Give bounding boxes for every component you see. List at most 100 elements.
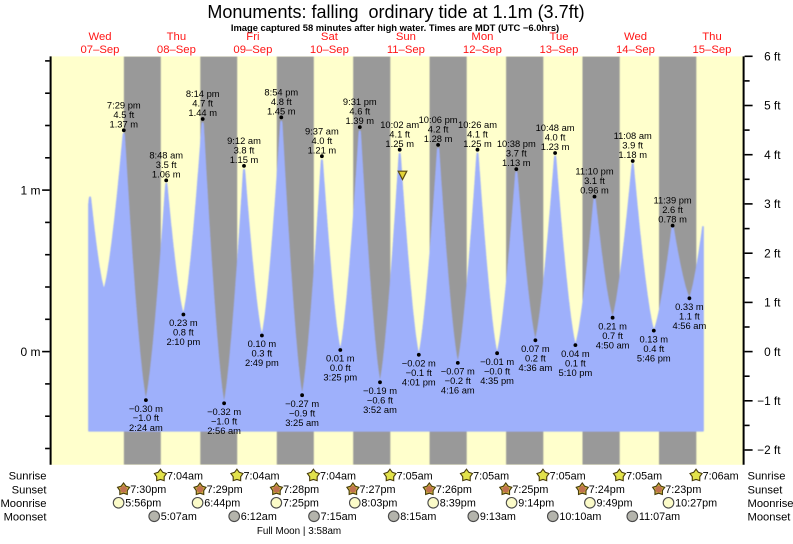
svg-text:3.7 ft: 3.7 ft <box>506 149 527 159</box>
svg-text:11:10 pm: 11:10 pm <box>575 167 613 177</box>
svg-text:10:10am: 10:10am <box>559 511 601 523</box>
svg-text:8:54 pm: 8:54 pm <box>264 88 298 98</box>
svg-text:−0.2 ft: −0.2 ft <box>445 376 472 386</box>
svg-text:10:26 am: 10:26 am <box>458 120 497 130</box>
svg-text:4.6 ft: 4.6 ft <box>349 107 370 117</box>
svg-text:7:27pm: 7:27pm <box>360 484 396 496</box>
svg-text:9:12 am: 9:12 am <box>227 136 261 146</box>
svg-text:13–Sep: 13–Sep <box>540 44 579 56</box>
svg-text:0 m: 0 m <box>20 345 40 359</box>
svg-text:9:31 pm: 9:31 pm <box>343 97 377 107</box>
svg-text:1.15 m: 1.15 m <box>230 155 259 165</box>
svg-text:0.78 m: 0.78 m <box>658 215 687 225</box>
svg-text:Sunset: Sunset <box>12 484 48 496</box>
svg-text:Thu: Thu <box>167 31 186 43</box>
svg-text:1.06 m: 1.06 m <box>152 170 181 180</box>
svg-text:4.0 ft: 4.0 ft <box>545 133 566 143</box>
svg-text:1.45 m: 1.45 m <box>267 107 296 117</box>
svg-text:0.2 ft: 0.2 ft <box>525 354 546 364</box>
svg-text:07–Sep: 07–Sep <box>81 44 120 56</box>
svg-text:4:35 pm: 4:35 pm <box>480 376 514 386</box>
svg-text:6 ft: 6 ft <box>764 50 781 64</box>
svg-text:8:14 pm: 8:14 pm <box>186 89 220 99</box>
svg-text:Moonset: Moonset <box>4 511 48 523</box>
svg-text:−0.6 ft: −0.6 ft <box>367 396 394 406</box>
svg-text:5 ft: 5 ft <box>764 99 781 113</box>
svg-text:0.04 m: 0.04 m <box>561 349 590 359</box>
svg-text:−0.01 m: −0.01 m <box>480 357 514 367</box>
svg-text:1.21 m: 1.21 m <box>308 145 337 155</box>
svg-text:0 ft: 0 ft <box>764 345 781 359</box>
svg-text:Wed: Wed <box>88 31 111 43</box>
svg-text:0.21 m: 0.21 m <box>598 321 627 331</box>
svg-text:3.8 ft: 3.8 ft <box>234 146 255 156</box>
svg-text:0.8 ft: 0.8 ft <box>173 328 194 338</box>
svg-text:4.8 ft: 4.8 ft <box>271 97 292 107</box>
svg-text:10:48 am: 10:48 am <box>536 123 575 133</box>
svg-text:−0.02 m: −0.02 m <box>402 359 436 369</box>
svg-text:8:15am: 8:15am <box>400 511 436 523</box>
svg-text:7:05am: 7:05am <box>397 470 433 482</box>
svg-text:4 ft: 4 ft <box>764 148 781 162</box>
svg-text:8:03pm: 8:03pm <box>361 498 397 510</box>
svg-text:4.5 ft: 4.5 ft <box>113 110 134 120</box>
svg-text:10:38 pm: 10:38 pm <box>497 139 536 149</box>
svg-text:14–Sep: 14–Sep <box>616 44 655 56</box>
svg-text:Fri: Fri <box>246 31 259 43</box>
svg-text:1 ft: 1 ft <box>764 296 781 310</box>
svg-text:7:26pm: 7:26pm <box>436 484 472 496</box>
svg-text:0.3 ft: 0.3 ft <box>252 349 273 359</box>
svg-text:11:08 am: 11:08 am <box>614 131 652 141</box>
svg-text:4:01 pm: 4:01 pm <box>402 378 436 388</box>
svg-text:Sunrise: Sunrise <box>748 471 786 483</box>
svg-text:Sat: Sat <box>321 31 339 43</box>
svg-text:−0.07 m: −0.07 m <box>441 367 475 377</box>
svg-text:11:39 pm: 11:39 pm <box>653 196 691 206</box>
svg-text:7:04am: 7:04am <box>167 470 203 482</box>
svg-text:Moonrise: Moonrise <box>748 498 793 510</box>
svg-text:2:10 pm: 2:10 pm <box>167 337 201 347</box>
svg-text:5:07am: 5:07am <box>161 511 197 523</box>
svg-text:3.1 ft: 3.1 ft <box>584 176 605 186</box>
svg-text:1.25 m: 1.25 m <box>463 139 492 149</box>
svg-text:4.7 ft: 4.7 ft <box>192 99 213 109</box>
svg-text:5:10 pm: 5:10 pm <box>559 368 593 378</box>
svg-text:−1.0 ft: −1.0 ft <box>133 413 160 423</box>
svg-text:5:46 pm: 5:46 pm <box>637 353 671 363</box>
svg-text:1.18 m: 1.18 m <box>618 150 647 160</box>
svg-text:−0.27 m: −0.27 m <box>285 399 319 409</box>
svg-text:0.7 ft: 0.7 ft <box>602 331 623 341</box>
svg-text:−0.9 ft: −0.9 ft <box>289 408 316 418</box>
svg-text:7:05am: 7:05am <box>473 470 509 482</box>
svg-text:2:24 am: 2:24 am <box>129 423 163 433</box>
svg-text:6:44pm: 6:44pm <box>204 498 240 510</box>
svg-text:2 ft: 2 ft <box>764 246 781 260</box>
svg-text:7:29pm: 7:29pm <box>207 484 243 496</box>
svg-text:4.1 ft: 4.1 ft <box>389 129 410 139</box>
svg-text:7:06am: 7:06am <box>703 470 739 482</box>
svg-text:Moonrise: Moonrise <box>0 498 46 510</box>
svg-text:3:52 am: 3:52 am <box>363 405 397 415</box>
svg-text:Full Moon | 3:58am: Full Moon | 3:58am <box>257 526 341 537</box>
svg-text:7:25pm: 7:25pm <box>283 498 319 510</box>
svg-text:0.23 m: 0.23 m <box>169 318 198 328</box>
svg-text:5:56pm: 5:56pm <box>125 498 161 510</box>
svg-text:Mon: Mon <box>471 31 493 43</box>
svg-text:−0.0 ft: −0.0 ft <box>484 366 511 376</box>
svg-text:7:04am: 7:04am <box>320 470 356 482</box>
svg-text:4.2 ft: 4.2 ft <box>428 125 449 135</box>
svg-text:1.25 m: 1.25 m <box>385 139 414 149</box>
svg-text:−1 ft: −1 ft <box>757 394 781 408</box>
svg-text:0.4 ft: 0.4 ft <box>643 344 664 354</box>
svg-text:0.33 m: 0.33 m <box>675 302 704 312</box>
svg-text:7:25pm: 7:25pm <box>512 484 548 496</box>
svg-text:7:24pm: 7:24pm <box>589 484 625 496</box>
svg-text:Tue: Tue <box>549 31 568 43</box>
svg-text:1 m: 1 m <box>20 183 40 197</box>
svg-text:4:56 am: 4:56 am <box>673 321 707 331</box>
svg-text:3.5 ft: 3.5 ft <box>156 160 177 170</box>
svg-text:3:25 pm: 3:25 pm <box>323 373 357 383</box>
svg-text:1.44 m: 1.44 m <box>188 108 217 118</box>
svg-text:4:50 am: 4:50 am <box>596 340 630 350</box>
svg-text:8:48 am: 8:48 am <box>149 151 183 161</box>
